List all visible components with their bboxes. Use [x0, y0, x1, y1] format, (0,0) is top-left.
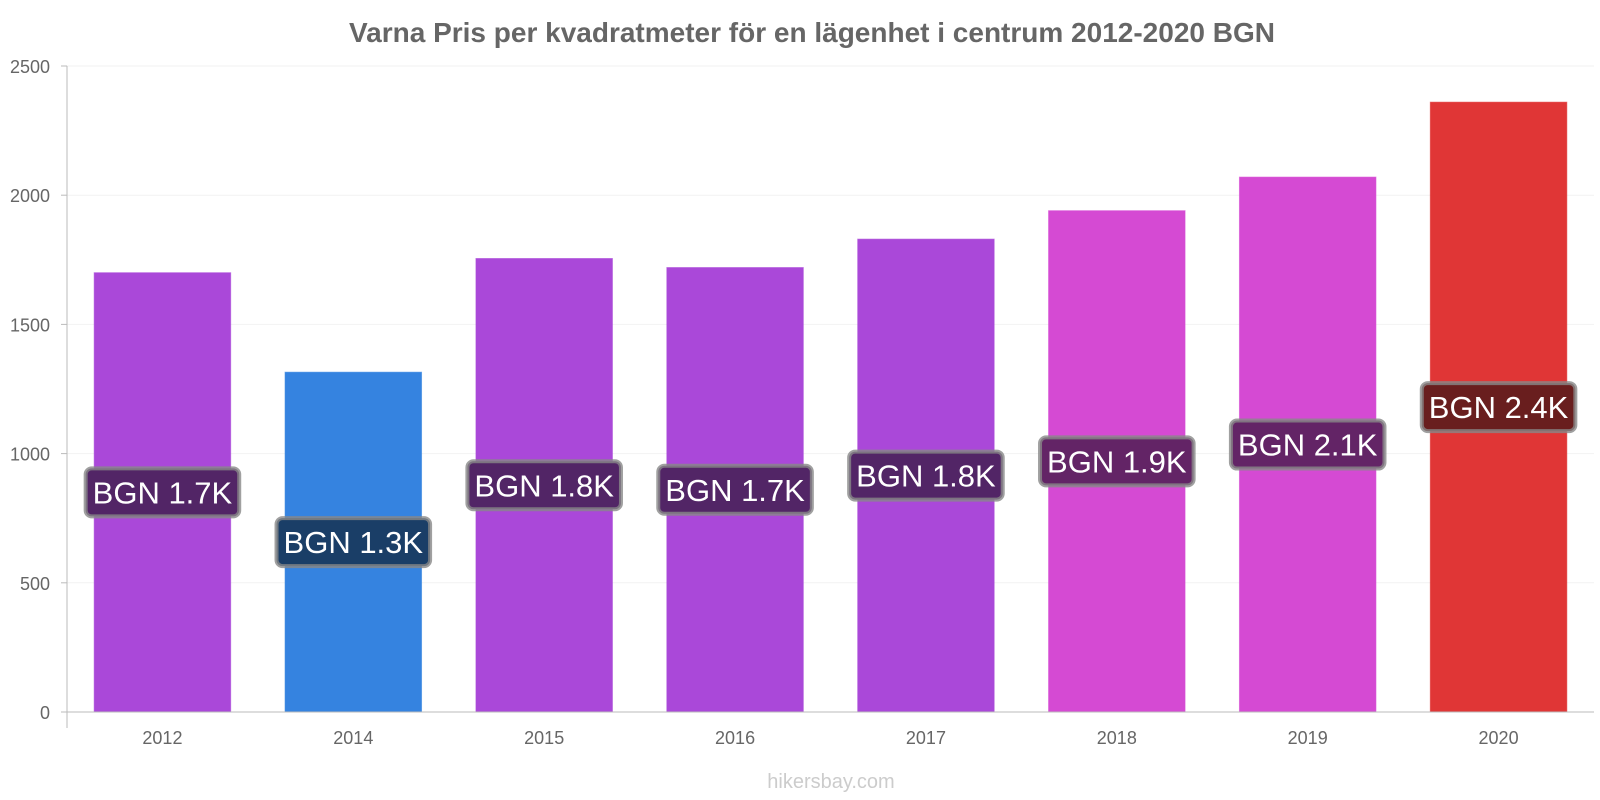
x-tick-label-2018: 2018: [1097, 728, 1137, 748]
data-label-2017: BGN 1.8K: [847, 449, 1005, 502]
data-label-box: [465, 459, 623, 512]
data-label-box: [83, 466, 242, 519]
data-label-text: BGN 1.7K: [665, 473, 805, 508]
y-tick-label: 0: [40, 703, 50, 723]
x-tick-label-2015: 2015: [524, 728, 564, 748]
data-labels: BGN 1.7K BGN 1.3K BGN 1.8K BGN 1.7K BGN 1.8K…: [83, 381, 1578, 569]
data-label-2014: BGN 1.3K: [274, 516, 433, 569]
data-label-2018: BGN 1.9K: [1038, 435, 1196, 488]
x-tick-label-2020: 2020: [1479, 728, 1519, 748]
y-tick-label: 500: [20, 574, 50, 594]
data-label-text: BGN 1.7K: [93, 475, 233, 510]
data-label-2016: BGN 1.7K: [656, 463, 814, 516]
data-label-2020: BGN 2.4K: [1419, 381, 1578, 434]
data-label-2019: BGN 2.1K: [1228, 418, 1387, 471]
data-label-text: BGN 1.8K: [474, 468, 614, 503]
data-label-box: [1419, 381, 1578, 434]
x-tick-label-2017: 2017: [906, 728, 946, 748]
data-label-box: [656, 463, 814, 516]
y-tick-label: 1500: [10, 315, 50, 335]
data-label-text: BGN 1.8K: [856, 459, 996, 494]
x-axis-ticks: 2012 2014 2015 2016 2017 2018 2019 2020: [142, 728, 1518, 748]
y-tick-label: 1000: [10, 445, 50, 465]
x-tick-label-2014: 2014: [333, 728, 373, 748]
y-axis-ticks: 0 500 1000 1500 2000 2500: [10, 57, 67, 723]
chart-title: Varna Pris per kvadratmeter för en lägen…: [349, 17, 1275, 48]
y-tick-label: 2500: [10, 57, 50, 77]
data-label-text: BGN 1.9K: [1047, 444, 1187, 479]
x-tick-label-2016: 2016: [715, 728, 755, 748]
data-label-2012: BGN 1.7K: [83, 466, 242, 519]
data-label-box: [847, 449, 1005, 502]
data-label-text: BGN 2.4K: [1429, 390, 1569, 425]
x-tick-label-2012: 2012: [142, 728, 182, 748]
data-label-box: [1038, 435, 1196, 488]
bars: [93, 101, 1568, 713]
x-tick-label-2019: 2019: [1288, 728, 1328, 748]
data-label-text: BGN 1.3K: [284, 525, 424, 560]
watermark: hikersbay.com: [767, 771, 894, 793]
data-label-2015: BGN 1.8K: [465, 459, 623, 512]
y-tick-label: 2000: [10, 186, 50, 206]
data-label-text: BGN 2.1K: [1238, 428, 1378, 463]
data-label-box: [274, 516, 433, 569]
data-label-box: [1228, 418, 1387, 471]
